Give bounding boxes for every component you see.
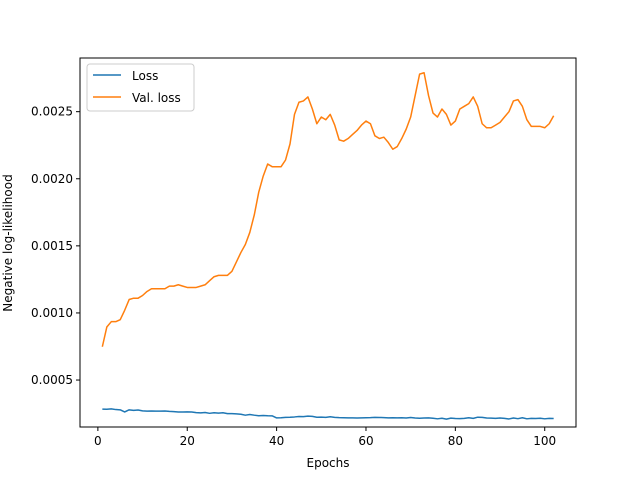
series-line-loss [102, 408, 554, 420]
x-tick-label: 80 [448, 434, 463, 448]
series-layer [101, 72, 555, 420]
y-tick-label: 0.0020 [31, 172, 73, 186]
x-axis-label: Epochs [307, 456, 350, 470]
x-axis-ticks: 0 20 40 60 80 100 [94, 427, 556, 448]
y-tick-label: 0.0015 [31, 239, 73, 253]
x-tick-label: 100 [533, 434, 556, 448]
y-axis-ticks: 0.0005 0.0010 0.0015 0.0020 0.0025 [31, 105, 80, 387]
legend-label-loss: Loss [132, 69, 158, 83]
y-tick-label: 0.0010 [31, 306, 73, 320]
y-tick-label: 0.0005 [31, 373, 73, 387]
x-tick-label: 60 [358, 434, 373, 448]
x-tick-label: 20 [180, 434, 195, 448]
y-tick-label: 0.0025 [31, 105, 73, 119]
y-axis-label: Negative log-likelihood [1, 174, 15, 311]
legend: Loss Val. loss [86, 63, 195, 112]
series-line-val-loss [101, 72, 555, 347]
x-tick-label: 0 [94, 434, 102, 448]
x-tick-label: 40 [269, 434, 284, 448]
legend-label-val-loss: Val. loss [132, 91, 181, 105]
axes-frame [79, 57, 577, 428]
